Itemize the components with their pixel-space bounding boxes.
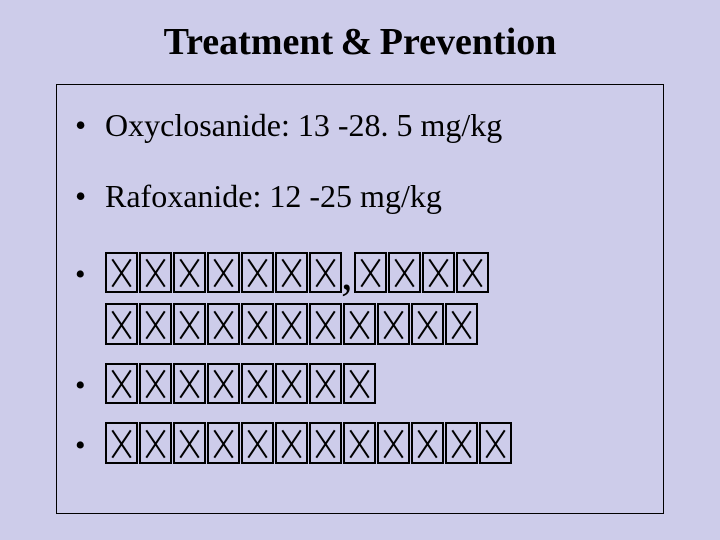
missing-glyph-icon <box>173 363 206 404</box>
missing-glyph-icon <box>207 303 240 344</box>
missing-glyph-icon <box>207 252 240 293</box>
bullet-text: Rafoxanide: 12 -25 mg/kg <box>105 178 442 214</box>
missing-glyph-icon <box>377 422 410 463</box>
missing-glyph-icon <box>275 422 308 463</box>
bullet-item <box>75 419 645 471</box>
missing-glyph-icon <box>309 303 342 344</box>
slide: Treatment & Prevention Oxyclosanide: 13 … <box>0 0 720 540</box>
missing-glyph-icon <box>309 363 342 404</box>
bullet-item: Oxyclosanide: 13 -28. 5 mg/kg <box>75 107 645 144</box>
missing-glyph-icon <box>105 422 138 463</box>
bullet-text: Oxyclosanide: 13 -28. 5 mg/kg <box>105 107 502 143</box>
missing-glyph-icon <box>411 303 444 344</box>
missing-glyph-icon <box>343 422 376 463</box>
missing-glyph-icon <box>207 363 240 404</box>
missing-glyph-icon <box>377 303 410 344</box>
literal-text: , <box>341 248 352 299</box>
missing-glyph-icon <box>173 422 206 463</box>
missing-glyph-icon <box>241 252 274 293</box>
missing-glyph-icon <box>343 363 376 404</box>
missing-glyph-icon <box>479 422 512 463</box>
missing-glyph-icon <box>411 422 444 463</box>
missing-glyph-icon <box>139 363 172 404</box>
bullet-item: , <box>75 248 645 351</box>
missing-glyph-icon <box>105 252 138 293</box>
bullet-list: Oxyclosanide: 13 -28. 5 mg/kg Rafoxanide:… <box>75 107 645 471</box>
missing-glyph-icon <box>309 252 342 293</box>
slide-title: Treatment & Prevention <box>0 22 720 64</box>
missing-glyph-icon <box>105 363 138 404</box>
missing-glyph-icon <box>309 422 342 463</box>
missing-glyph-icon <box>105 303 138 344</box>
missing-glyph-icon <box>456 252 489 293</box>
missing-glyph-icon <box>173 252 206 293</box>
bullet-item <box>75 359 645 411</box>
missing-glyph-icon <box>139 252 172 293</box>
missing-glyph-icon <box>241 363 274 404</box>
missing-glyph-icon <box>173 303 206 344</box>
missing-glyph-icon <box>275 363 308 404</box>
missing-glyph-icon <box>388 252 421 293</box>
missing-glyph-icon <box>445 422 478 463</box>
missing-glyph-icon <box>275 303 308 344</box>
missing-glyph-icon <box>241 303 274 344</box>
missing-glyph-icon <box>354 252 387 293</box>
bullet-item: Rafoxanide: 12 -25 mg/kg <box>75 178 645 215</box>
content-box: Oxyclosanide: 13 -28. 5 mg/kg Rafoxanide:… <box>56 84 664 514</box>
missing-glyph-icon <box>343 303 376 344</box>
missing-glyph-icon <box>445 303 478 344</box>
missing-glyph-icon <box>207 422 240 463</box>
missing-glyph-icon <box>139 303 172 344</box>
missing-glyph-icon <box>139 422 172 463</box>
missing-glyph-icon <box>422 252 455 293</box>
missing-glyph-icon <box>241 422 274 463</box>
missing-glyph-icon <box>275 252 308 293</box>
